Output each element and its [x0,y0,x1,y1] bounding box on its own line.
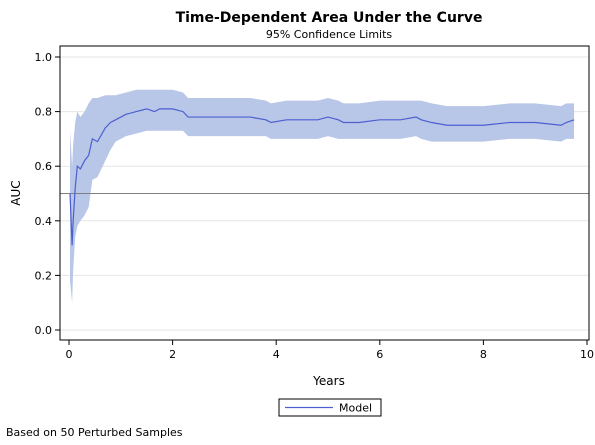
x-axis-label: Years [312,374,345,388]
x-tick-label: 2 [169,348,176,361]
x-tick-label: 0 [66,348,73,361]
y-axis-label: AUC [9,180,23,205]
x-tick-label: 6 [376,348,383,361]
legend: Model [278,398,382,417]
y-tick-label: 0.8 [35,106,53,119]
y-tick-label: 0.6 [35,160,53,173]
plot-frame [59,45,590,341]
x-axis-ticks: 0 2 4 6 8 10 [66,340,594,361]
confidence-band [70,89,575,303]
y-tick-label: 0.0 [35,324,53,337]
plot-area: 0.0 0.2 0.4 0.6 0.8 1.0 0 2 4 6 8 10 [35,45,594,361]
x-tick-label: 4 [273,348,280,361]
legend-label-model: Model [339,402,372,415]
chart-title: Time-Dependent Area Under the Curve [176,10,483,26]
series-line-model [69,108,575,246]
y-tick-label: 1.0 [35,51,53,64]
x-tick-label: 10 [580,348,594,361]
confidence-band-model [70,89,575,303]
y-tick-label: 0.2 [35,269,53,282]
series-lines [69,108,575,246]
chart-subtitle: 95% Confidence Limits [266,28,393,41]
x-tick-label: 8 [480,348,487,361]
y-tick-label: 0.4 [35,215,53,228]
y-axis-ticks: 0.0 0.2 0.4 0.6 0.8 1.0 [35,51,60,337]
footnote: Based on 50 Perturbed Samples [6,426,183,439]
